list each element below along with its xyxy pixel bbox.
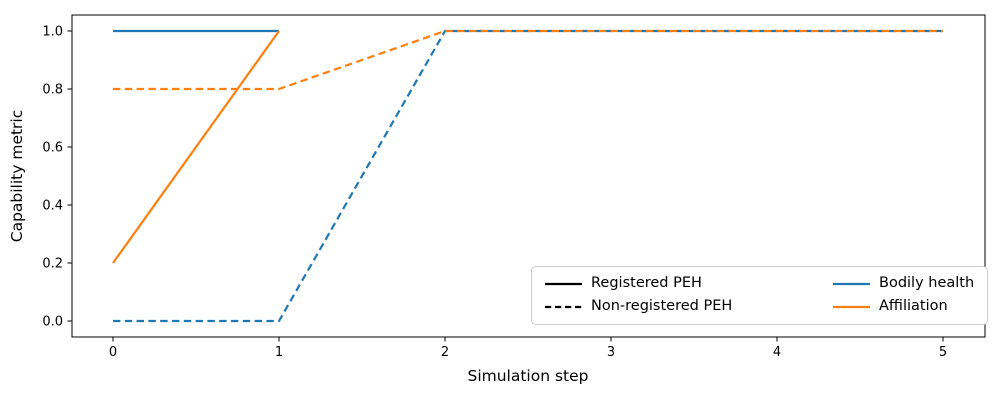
legend: Registered PEH Non-registered PEH Bodily h… xyxy=(531,266,989,325)
y-tick-label: 0.2 xyxy=(42,257,63,272)
plot-spines xyxy=(71,14,986,338)
x-tick-label: 0 xyxy=(109,345,117,360)
y-tick-label: 1.0 xyxy=(42,25,63,40)
series-line-registered-peh-affiliation xyxy=(112,30,280,264)
y-tick-label: 0.0 xyxy=(42,315,63,330)
series-lines xyxy=(112,29,943,323)
x-tick-label: 4 xyxy=(773,345,781,360)
y-tick-label: 0.8 xyxy=(42,83,63,98)
legend-line-sample-solid xyxy=(833,282,870,286)
legend-label: Registered PEH xyxy=(591,275,702,291)
x-tick-label: 3 xyxy=(607,345,615,360)
legend-entry: Affiliation xyxy=(833,297,974,315)
series-line-non-registered-peh-affiliation xyxy=(113,29,943,91)
legend-line-sample-solid xyxy=(545,282,582,286)
legend-line-sample-dashed xyxy=(545,305,582,309)
legend-entry: Bodily health xyxy=(833,275,975,292)
y-axis-label: Capability metric xyxy=(8,110,26,243)
y-tick-label: 0.6 xyxy=(42,141,63,156)
axis-ticks: 0 1 2 3 4 5 0.0 0.2 0.4 0.6 0.8 1.0 xyxy=(42,25,947,361)
legend-label: Bodily health xyxy=(879,275,975,291)
plot-border xyxy=(71,14,986,338)
x-axis-label: Simulation step xyxy=(467,367,588,385)
legend-label: Non-registered PEH xyxy=(591,297,733,314)
legend-line-sample-solid xyxy=(833,305,870,309)
x-tick-label: 5 xyxy=(939,345,947,360)
legend-entry: Non-registered PEH xyxy=(545,297,833,315)
legend-entry: Registered PEH xyxy=(545,275,833,292)
y-tick-label: 0.4 xyxy=(42,199,63,214)
legend-label: Affiliation xyxy=(879,297,948,314)
x-tick-label: 2 xyxy=(441,345,449,360)
x-tick-label: 1 xyxy=(275,345,283,360)
